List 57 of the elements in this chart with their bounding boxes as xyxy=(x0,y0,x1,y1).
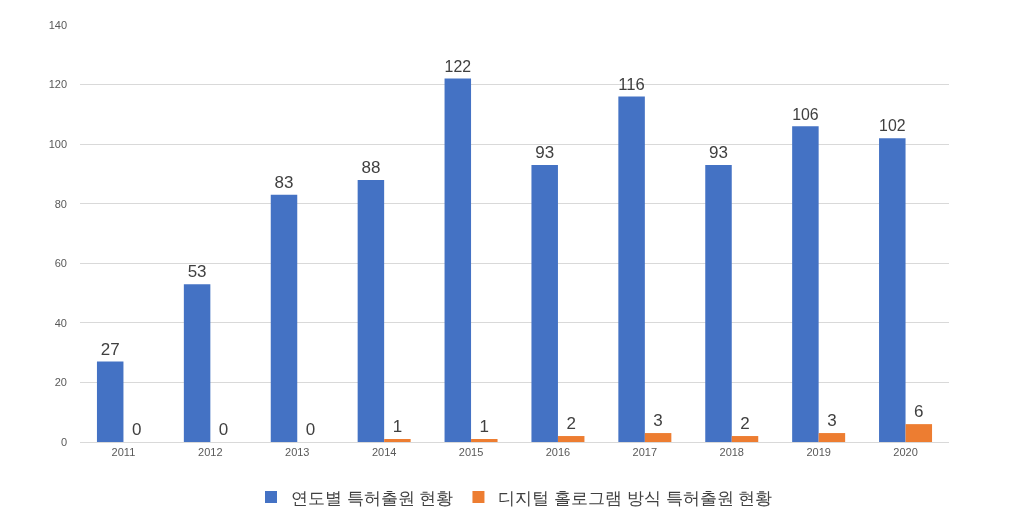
bar xyxy=(705,164,732,442)
y-tick-label: 0 xyxy=(60,435,67,448)
bar xyxy=(618,96,645,442)
bar xyxy=(270,194,298,442)
legend-label: 디지털 홀로그램 방식 특허출원 현황 xyxy=(498,488,773,508)
bar xyxy=(731,436,759,442)
bar xyxy=(557,436,585,442)
bar xyxy=(792,126,819,442)
data-label: 116 xyxy=(618,74,645,94)
data-label: 0 xyxy=(218,420,229,439)
data-label: 88 xyxy=(361,157,381,177)
y-tick-label: 120 xyxy=(48,78,67,91)
bar xyxy=(879,138,906,442)
x-tick-label: 2020 xyxy=(893,446,918,459)
legend-label: 연도별 특허출원 현황 xyxy=(291,488,454,508)
data-label: 1 xyxy=(392,417,403,437)
data-label: 1 xyxy=(479,417,490,437)
bar xyxy=(905,424,933,442)
data-label: 2 xyxy=(740,414,750,434)
data-label: 122 xyxy=(444,57,472,75)
data-label: 3 xyxy=(653,411,663,431)
x-tick-label: 2011 xyxy=(111,446,136,459)
data-label: 6 xyxy=(914,402,924,422)
bar xyxy=(357,179,385,442)
y-tick-label: 100 xyxy=(48,137,67,150)
bar xyxy=(96,361,124,442)
x-tick-label: 2013 xyxy=(285,446,310,459)
x-tick-label: 2015 xyxy=(458,446,484,459)
data-label: 0 xyxy=(305,420,316,439)
bar xyxy=(471,439,498,442)
x-tick-label: 2012 xyxy=(198,446,223,459)
data-label: 27 xyxy=(100,339,120,359)
x-tick-label: 2018 xyxy=(719,446,744,459)
data-label: 93 xyxy=(535,142,555,162)
data-label: 106 xyxy=(792,105,819,123)
bar xyxy=(444,78,472,442)
bar xyxy=(384,439,411,442)
y-tick-label: 80 xyxy=(54,197,67,210)
y-tick-label: 60 xyxy=(54,257,67,270)
x-tick-label: 2017 xyxy=(632,446,658,459)
bar xyxy=(183,284,211,442)
data-label: 93 xyxy=(709,142,728,162)
bar xyxy=(644,433,672,442)
data-label: 0 xyxy=(131,420,142,439)
data-label: 53 xyxy=(187,262,207,282)
x-tick-label: 2019 xyxy=(806,446,831,459)
data-label: 102 xyxy=(879,117,906,135)
y-tick-label: 140 xyxy=(48,18,67,31)
bar xyxy=(818,433,846,442)
data-label: 83 xyxy=(274,172,294,192)
bar xyxy=(531,164,558,442)
data-label: 3 xyxy=(827,411,837,431)
y-tick-label: 40 xyxy=(54,316,67,329)
data-label: 2 xyxy=(566,414,576,434)
y-tick-label: 20 xyxy=(54,376,67,389)
x-tick-label: 2014 xyxy=(371,446,397,459)
x-tick-label: 2016 xyxy=(545,446,571,459)
